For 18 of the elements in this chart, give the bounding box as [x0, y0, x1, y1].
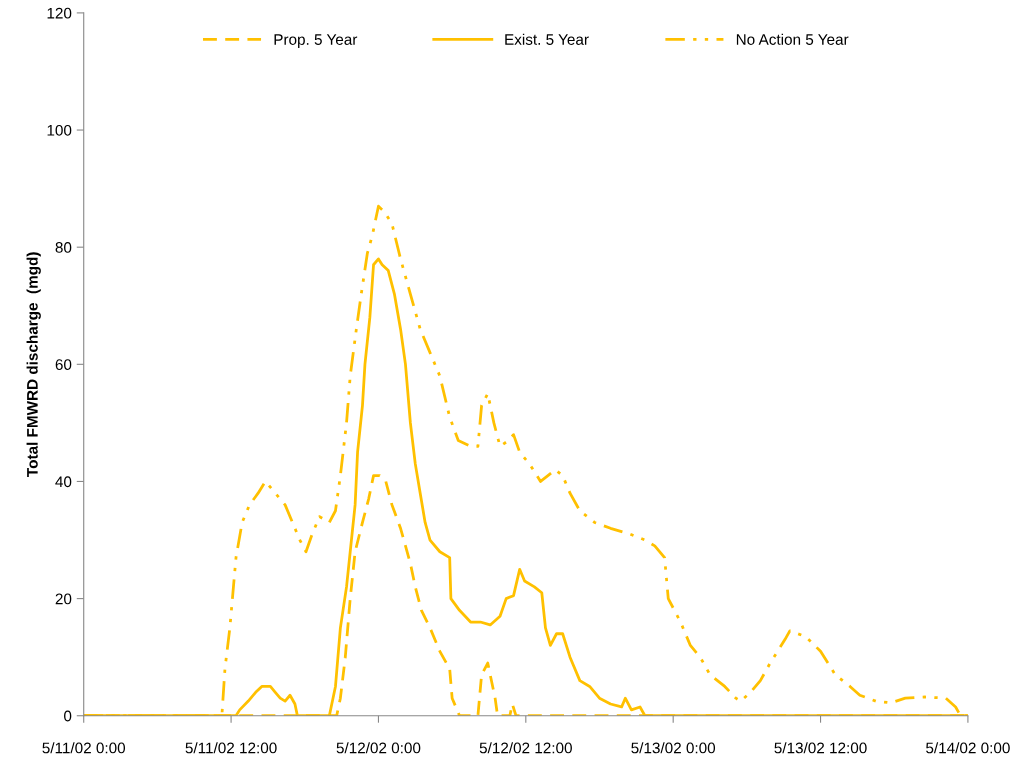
y-tick-label: 60: [55, 359, 72, 371]
y-tick-label: 0: [64, 710, 72, 722]
x-tick-label: 5/12/02 0:00: [336, 742, 421, 754]
y-tick-label: 20: [55, 593, 72, 605]
y-tick-label: 120: [47, 7, 72, 19]
legend-label: Exist. 5 Year: [505, 33, 589, 45]
x-tick-label: 5/14/02 0:00: [926, 742, 1010, 754]
legend-label: Prop. 5 Year: [274, 34, 358, 48]
legend-label: No Action 5 Year: [736, 33, 849, 45]
x-tick-label: 5/11/02 12:00: [185, 742, 277, 754]
y-tick-label: 40: [55, 476, 72, 488]
y-tick-label: 100: [47, 124, 72, 136]
x-tick-label: 5/12/02 12:00: [479, 742, 572, 754]
x-tick-label: 5/11/02 0:00: [42, 742, 126, 754]
y-tick-label: 80: [55, 242, 72, 253]
x-tick-label: 5/13/02 12:00: [774, 742, 867, 754]
y-axis-title: Total FMWRD discharge (mgd): [26, 252, 41, 477]
x-tick-label: 5/13/02 0:00: [631, 742, 716, 754]
